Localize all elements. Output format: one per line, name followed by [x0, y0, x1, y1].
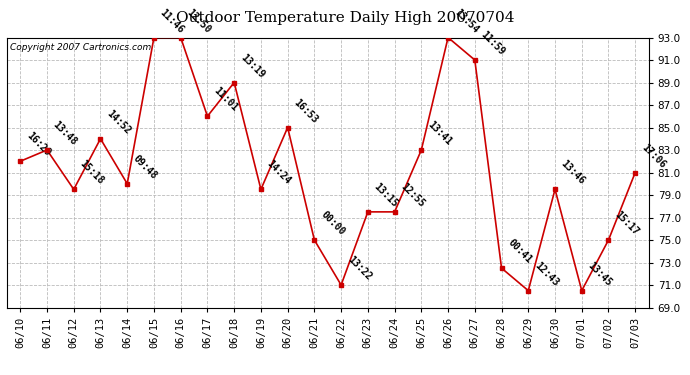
Text: 13:22: 13:22 [345, 254, 373, 282]
Text: 11:46: 11:46 [158, 7, 186, 35]
Text: 13:54: 13:54 [452, 7, 480, 35]
Text: 15:18: 15:18 [78, 159, 106, 187]
Text: 09:48: 09:48 [131, 153, 159, 181]
Text: 12:43: 12:43 [533, 260, 560, 288]
Text: 14:24: 14:24 [265, 159, 293, 187]
Text: 11:01: 11:01 [212, 86, 239, 114]
Text: 00:00: 00:00 [319, 209, 346, 237]
Text: 12:50: 12:50 [185, 7, 213, 35]
Text: Outdoor Temperature Daily High 20070704: Outdoor Temperature Daily High 20070704 [176, 11, 514, 25]
Text: 13:46: 13:46 [559, 159, 587, 187]
Text: 12:55: 12:55 [399, 181, 426, 209]
Text: 13:45: 13:45 [586, 260, 614, 288]
Text: 17:06: 17:06 [640, 142, 667, 170]
Text: 00:41: 00:41 [506, 237, 533, 266]
Text: 11:59: 11:59 [479, 29, 507, 57]
Text: 15:17: 15:17 [613, 209, 640, 237]
Text: 13:15: 13:15 [372, 181, 400, 209]
Text: 13:41: 13:41 [426, 119, 453, 147]
Text: 14:52: 14:52 [105, 108, 132, 136]
Text: 13:19: 13:19 [238, 52, 266, 80]
Text: Copyright 2007 Cartronics.com: Copyright 2007 Cartronics.com [10, 43, 151, 52]
Text: 13:48: 13:48 [51, 119, 79, 147]
Text: 16:29: 16:29 [24, 130, 52, 159]
Text: 16:53: 16:53 [292, 97, 319, 125]
